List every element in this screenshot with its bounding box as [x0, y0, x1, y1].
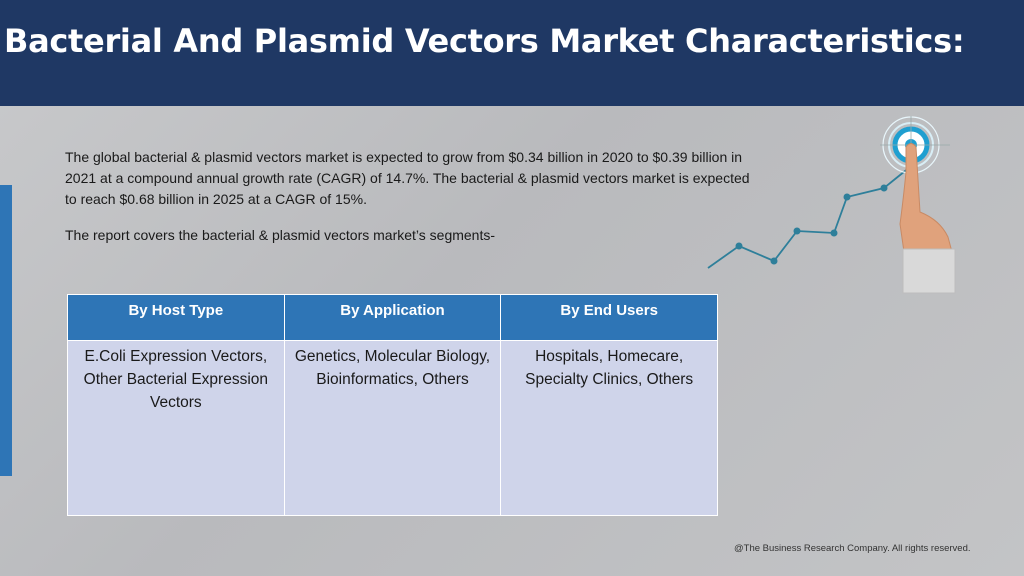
segments-table: By Host Type By Application By End Users… [67, 294, 718, 516]
intro-paragraph-1: The global bacterial & plasmid vectors m… [65, 149, 750, 207]
cell-end-users: Hospitals, Homecare, Specialty Clinics, … [500, 340, 718, 516]
side-accent-bar [0, 185, 12, 476]
table-header-row: By Host Type By Application By End Users [67, 294, 718, 341]
intro-paragraph-2: The report covers the bacterial & plasmi… [65, 227, 496, 243]
page-title: Bacterial And Plasmid Vectors Market Cha… [4, 22, 965, 60]
cell-application: Genetics, Molecular Biology, Bioinformat… [283, 340, 502, 516]
title-bar: Bacterial And Plasmid Vectors Market Cha… [0, 0, 1024, 106]
header-end-users: By End Users [500, 294, 718, 341]
growth-line-icon [707, 166, 911, 269]
table-row: E.Coli Expression Vectors, Other Bacteri… [67, 340, 718, 516]
header-host-type: By Host Type [67, 294, 285, 341]
pointing-hand-icon [899, 143, 956, 294]
growth-illustration [707, 116, 956, 294]
copyright-footer: @The Business Research Company. All righ… [734, 543, 971, 554]
intro-text: The global bacterial & plasmid vectors m… [65, 147, 755, 246]
cell-host-type: E.Coli Expression Vectors, Other Bacteri… [67, 340, 285, 516]
header-application: By Application [283, 294, 502, 341]
